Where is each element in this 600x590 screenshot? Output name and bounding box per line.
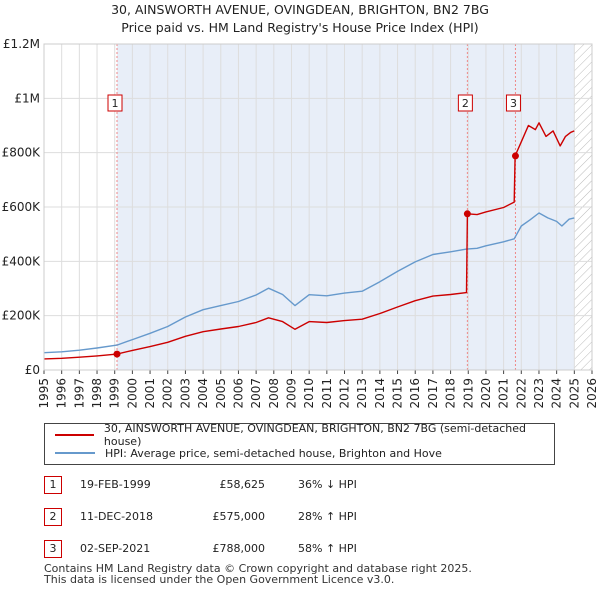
legend-item-hpi: HPI: Average price, semi-detached house,… [55,445,442,461]
footer-licence: This data is licensed under the Open Gov… [44,573,395,586]
y-tick-label: £400K [2,254,42,268]
x-tick-label: 2009 [284,378,298,409]
chart-title-line2: Price paid vs. HM Land Registry's House … [121,20,479,35]
sale-price: £58,625 [219,478,266,491]
y-tick-label: £200K [2,309,42,323]
legend-item-price: 30, AINSWORTH AVENUE, OVINGDEAN, BRIGHTO… [55,422,554,448]
x-tick-label: 2010 [302,378,316,409]
x-tick-label: 2004 [196,378,210,409]
sale-marker-box [505,94,521,112]
sale-hpi-change: 28% ↑ HPI [298,510,357,523]
x-tick-label: 2001 [143,378,157,409]
sale-marker-label: 1 [112,97,119,110]
legend-label-hpi: HPI: Average price, semi-detached house,… [105,446,442,460]
x-tick-label: 2015 [391,378,405,409]
sale-number-badge: 3 [44,540,62,558]
x-tick-label: 1998 [90,378,104,409]
sale-date: 02-SEP-2021 [80,542,151,555]
x-tick-label: 2013 [355,378,369,409]
sale-price: £575,000 [212,510,266,523]
x-tick-label: 1997 [72,378,86,409]
y-tick-label: £600K [2,200,42,214]
sale-point [511,152,519,160]
x-tick-label: 2005 [214,378,228,409]
chart-title-line1: 30, AINSWORTH AVENUE, OVINGDEAN, BRIGHTO… [111,2,489,17]
sale-marker-box [457,94,473,112]
x-tick-label: 1996 [55,378,69,409]
sale-number-badge: 1 [44,476,62,494]
sale-date: 11-DEC-2018 [80,510,154,523]
x-tick-label: 2025 [567,378,581,409]
x-tick-label: 2011 [320,378,334,409]
legend: 30, AINSWORTH AVENUE, OVINGDEAN, BRIGHTO… [44,422,555,465]
x-tick-label: 2008 [267,378,281,409]
footer-copyright: Contains HM Land Registry data © Crown c… [44,562,472,575]
legend-swatch-price [55,434,94,436]
x-tick-label: 2007 [249,378,263,409]
hpi-series-line [43,212,575,354]
legend-swatch-hpi [55,452,95,454]
x-tick-label: 2026 [585,378,599,409]
x-tick-label: 2000 [125,378,139,409]
x-tick-label: 1999 [108,378,122,409]
plot-frame [43,43,593,371]
x-tick-label: 2019 [461,378,475,409]
sale-price: £788,000 [212,542,266,555]
sale-marker-label: 2 [462,97,469,110]
sale-hpi-change: 58% ↑ HPI [298,542,357,555]
y-tick-label: £1M [14,91,40,105]
x-tick-label: 2020 [479,378,493,409]
sale-marker-label: 3 [510,97,517,110]
y-tick-label: £1.2M [3,37,40,51]
x-tick-label: 2012 [338,378,352,409]
x-tick-label: 2006 [231,378,245,409]
x-tick-label: 2021 [497,378,511,409]
x-tick-label: 2002 [161,378,175,409]
sale-hpi-change: 36% ↓ HPI [298,478,357,491]
sale-row: 3 02-SEP-2021 £788,000 58% ↑ HPI [0,540,600,560]
x-tick-label: 2014 [373,378,387,409]
sale-row: 1 19-FEB-1999 £58,625 36% ↓ HPI [0,476,600,496]
sale-date: 19-FEB-1999 [80,478,151,491]
sale-point [463,210,471,218]
legend-label-price: 30, AINSWORTH AVENUE, OVINGDEAN, BRIGHTO… [103,422,526,448]
price-series-line [43,122,575,360]
sale-row: 2 11-DEC-2018 £575,000 28% ↑ HPI [0,508,600,528]
x-tick-label: 2023 [532,378,546,409]
y-tick-label: £0 [25,363,40,377]
y-tick-label: £800K [2,146,42,160]
sale-number-badge: 2 [44,508,62,526]
x-tick-label: 2024 [550,378,564,409]
x-tick-label: 1995 [37,378,51,409]
x-tick-label: 2018 [444,378,458,409]
x-tick-label: 2016 [408,378,422,409]
x-tick-label: 2017 [426,378,440,409]
sale-point [113,350,121,358]
sale-marker-box [107,94,123,112]
x-tick-label: 2003 [178,378,192,409]
footer: Contains HM Land Registry data © Crown c… [44,563,472,585]
x-tick-label: 2022 [514,378,528,409]
